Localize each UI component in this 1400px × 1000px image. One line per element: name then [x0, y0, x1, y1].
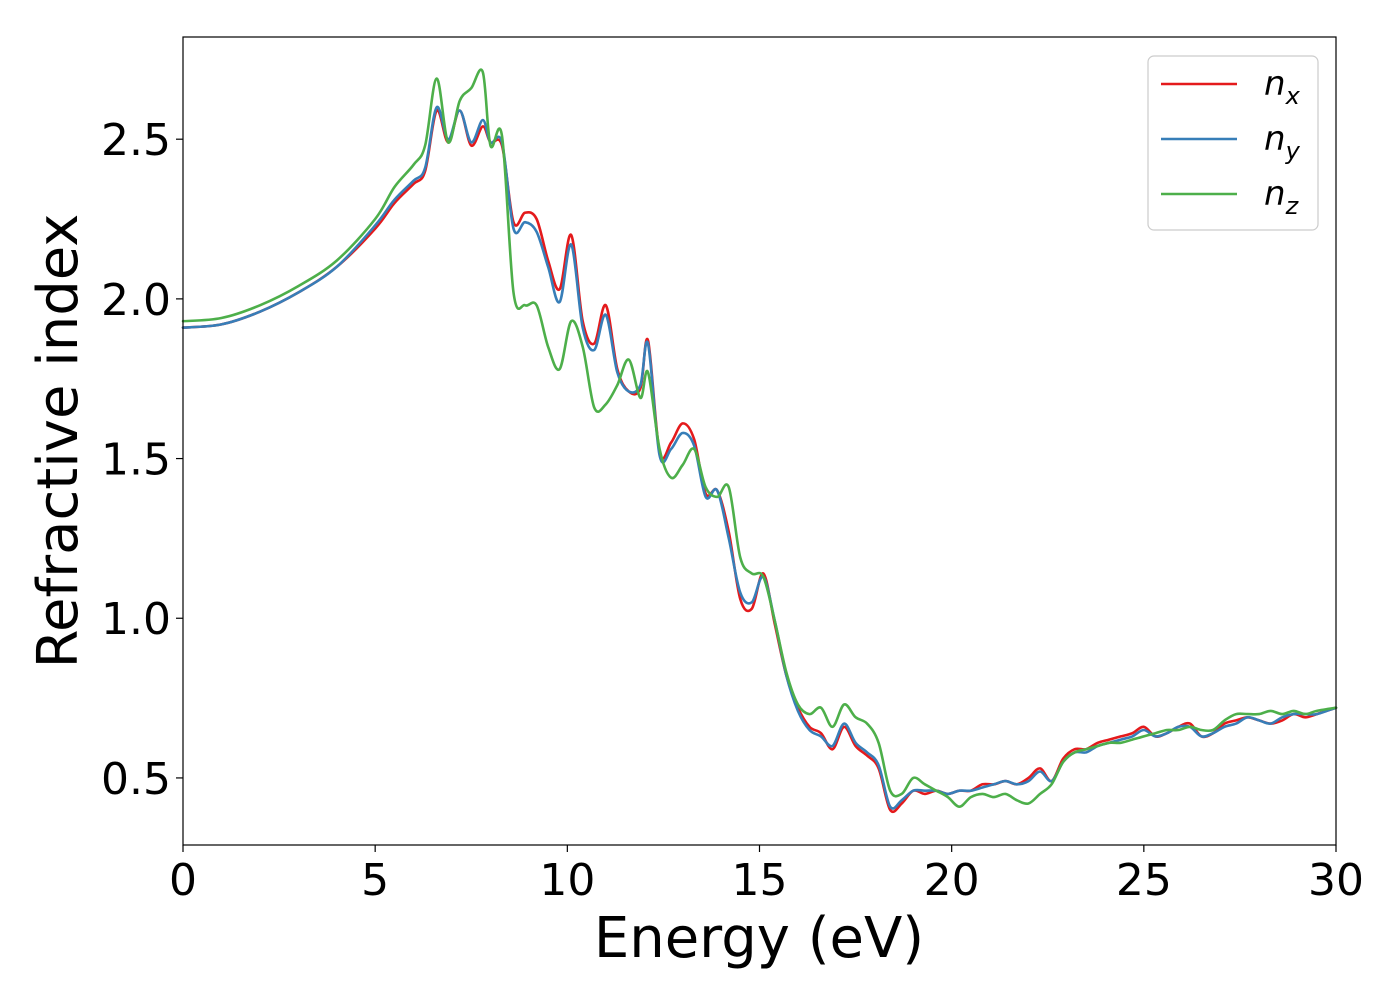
series-line-nz [181, 68, 1338, 808]
y-axis: 0.5 1.0 1.5 2.0 2.5 [101, 115, 183, 805]
y-tick-label: 2.5 [101, 115, 171, 166]
series-layer [181, 68, 1338, 814]
legend-box [1147, 55, 1319, 231]
y-tick-label: 1.0 [101, 594, 171, 645]
x-tick-label: 25 [1116, 855, 1172, 906]
y-tick-label: 0.5 [101, 754, 171, 805]
y-axis-label: Refractive index [26, 214, 91, 669]
x-axis-label: Energy (eV) [594, 906, 924, 971]
y-tick-label: 2.0 [101, 275, 171, 326]
x-tick-label: 10 [539, 855, 595, 906]
x-tick-label: 5 [361, 855, 389, 906]
x-tick-label: 30 [1308, 855, 1364, 906]
y-tick-label: 1.5 [101, 435, 171, 486]
x-tick-label: 15 [732, 855, 788, 906]
x-tick-label: 0 [169, 855, 197, 906]
legend-label-ny: ny [1264, 119, 1301, 165]
series-line-ny [181, 105, 1338, 810]
legend-label-nx: nx [1264, 64, 1301, 110]
x-tick-label: 20 [924, 855, 980, 906]
x-axis: 0 5 10 15 20 25 30 [169, 845, 1364, 906]
